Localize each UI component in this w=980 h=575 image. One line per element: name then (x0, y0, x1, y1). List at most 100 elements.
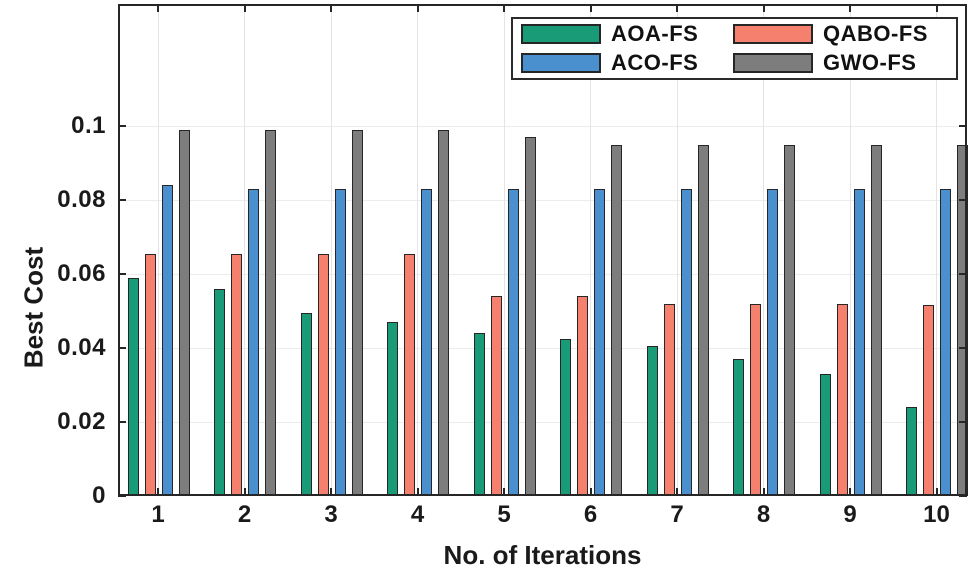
v-gridline (849, 4, 851, 496)
x-tick-mark-bottom (330, 488, 332, 496)
bar-qabo-fs-1 (144, 253, 156, 496)
bar-gwo-fs-7 (697, 144, 709, 496)
bar-aoa-fs-1 (127, 277, 139, 496)
x-axis-label: No. of Iterations (443, 540, 642, 570)
v-gridline (503, 4, 505, 496)
v-gridline (157, 4, 159, 496)
bar-aco-fs-5 (507, 188, 519, 496)
x-tick-mark-bottom (849, 488, 851, 496)
plot-area (118, 4, 968, 497)
y-axis-label: Best Cost (18, 246, 49, 369)
bar-aoa-fs-6 (560, 338, 571, 496)
y-tick-mark-left (118, 347, 126, 350)
bar-gwo-fs-6 (611, 144, 622, 496)
legend-label-gwo-fs: GWO-FS (823, 50, 917, 75)
x-tick-mark-top (416, 4, 419, 12)
bar-gwo-fs-5 (524, 137, 536, 496)
v-gridline (936, 4, 937, 496)
bar-aoa-fs-4 (387, 322, 398, 496)
bar-gwo-fs-9 (870, 144, 882, 496)
bar-aoa-fs-5 (473, 333, 485, 496)
x-tick-mark-bottom (503, 488, 505, 496)
bar-gwo-fs-8 (784, 144, 795, 496)
bar-aoa-fs-10 (906, 407, 917, 496)
bar-aco-fs-1 (161, 185, 173, 496)
y-tick-label: 0.08 (57, 186, 106, 214)
x-tick-mark-top (589, 4, 592, 12)
bar-gwo-fs-2 (265, 129, 276, 496)
x-tick-mark-bottom (416, 488, 419, 496)
x-tick-mark-top (676, 4, 678, 12)
legend-label-aoa-fs: AOA-FS (611, 21, 699, 46)
v-gridline (330, 4, 332, 496)
x-tick-label: 7 (670, 501, 684, 528)
y-tick-mark-left (118, 495, 126, 497)
bar-gwo-fs-3 (351, 129, 363, 496)
x-tick-mark-top (503, 4, 505, 12)
h-gridline (118, 125, 967, 127)
legend-item-aoa-fs: AOA-FS (521, 21, 733, 47)
y-tick-mark-right (959, 495, 967, 497)
y-tick-mark-right (959, 199, 967, 202)
bar-qabo-fs-3 (317, 253, 329, 496)
x-tick-mark-top (762, 4, 765, 12)
legend-item-qabo-fs: QABO-FS (733, 21, 956, 47)
y-tick-mark-left (118, 421, 126, 423)
bar-aco-fs-4 (421, 188, 432, 496)
x-tick-label: 2 (237, 501, 252, 528)
bar-gwo-fs-1 (178, 129, 190, 496)
bar-aco-fs-8 (767, 188, 778, 496)
x-tick-label: 8 (756, 501, 771, 528)
bar-aco-fs-9 (853, 188, 865, 496)
bar-qabo-fs-6 (577, 296, 588, 496)
y-tick-mark-left (118, 199, 126, 202)
legend-swatch-gwo-fs-icon (733, 53, 813, 73)
legend-swatch-aco-fs-icon (521, 53, 601, 73)
bar-aoa-fs-3 (300, 312, 312, 496)
v-gridline (417, 4, 418, 496)
x-tick-mark-top (935, 4, 938, 12)
bar-aoa-fs-8 (733, 359, 744, 496)
bar-qabo-fs-2 (231, 253, 242, 496)
bar-qabo-fs-9 (836, 303, 848, 496)
x-tick-mark-bottom (243, 488, 246, 496)
legend: AOA-FS QABO-FS ACO-FS GWO-FS (511, 17, 958, 80)
h-gridline (118, 421, 967, 423)
x-tick-label: 4 (410, 501, 425, 528)
bar-aco-fs-6 (594, 188, 605, 496)
y-tick-mark-left (118, 273, 126, 276)
h-gridline (118, 199, 967, 201)
h-gridline (118, 273, 967, 275)
legend-item-aco-fs: ACO-FS (521, 50, 733, 76)
bar-aco-fs-2 (248, 188, 259, 496)
legend-label-qabo-fs: QABO-FS (823, 21, 928, 46)
y-tick-mark-right (959, 273, 967, 276)
y-tick-label: 0.02 (57, 408, 106, 435)
y-tick-label: 0.06 (57, 260, 106, 288)
y-tick-mark-right (959, 421, 967, 423)
y-tick-mark-right (959, 125, 967, 128)
x-tick-label: 9 (843, 501, 857, 528)
bar-aoa-fs-9 (819, 373, 831, 496)
bar-aco-fs-3 (334, 188, 346, 496)
x-tick-label: 10 (923, 501, 950, 528)
bar-qabo-fs-5 (490, 296, 502, 496)
v-gridline (590, 4, 591, 496)
bar-aco-fs-10 (940, 188, 951, 496)
y-tick-mark-right (959, 347, 967, 350)
x-tick-mark-top (330, 4, 332, 12)
x-tick-mark-top (849, 4, 851, 12)
x-tick-mark-bottom (676, 488, 678, 496)
y-tick-label: 0 (92, 482, 106, 509)
bar-qabo-fs-8 (750, 303, 761, 496)
bar-aoa-fs-7 (646, 346, 658, 496)
legend-item-gwo-fs: GWO-FS (733, 50, 956, 76)
x-tick-mark-bottom (157, 488, 159, 496)
bar-qabo-fs-10 (923, 305, 934, 496)
v-gridline (676, 4, 678, 496)
y-tick-label: 0.04 (57, 334, 106, 362)
x-tick-label: 6 (583, 501, 598, 528)
x-tick-mark-top (157, 4, 159, 12)
v-gridline (244, 4, 245, 496)
